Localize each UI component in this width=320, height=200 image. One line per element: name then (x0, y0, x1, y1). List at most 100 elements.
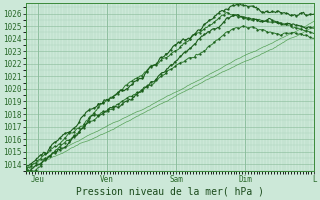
Point (43, 152, 48, 155)
Point (226, 8, 231, 11)
Point (110, 107, 116, 110)
Point (279, 22, 284, 25)
Point (308, 13, 313, 16)
Point (240, 3, 245, 6)
Point (144, 85, 149, 88)
Point (293, 24, 299, 27)
Point (279, 33, 284, 36)
Point (284, 23, 289, 26)
Point (28, 171, 34, 174)
Point (158, 72, 164, 75)
Point (81, 113, 86, 117)
Point (236, 3, 241, 6)
Point (269, 31, 274, 34)
Point (197, 31, 202, 34)
Point (96, 114, 101, 117)
Point (48, 145, 53, 148)
Point (139, 74, 144, 77)
Point (149, 64, 154, 67)
Point (154, 63, 159, 66)
Point (255, 7, 260, 10)
Point (130, 95, 135, 98)
Point (212, 21, 217, 24)
Point (202, 27, 207, 31)
Point (134, 91, 140, 94)
Point (86, 109, 91, 112)
Point (274, 10, 279, 13)
Point (101, 112, 106, 115)
Point (24, 170, 29, 173)
Point (289, 32, 294, 35)
Point (250, 4, 255, 8)
Point (130, 79, 135, 83)
Point (216, 16, 221, 20)
Point (115, 106, 120, 109)
Point (125, 100, 130, 103)
Point (308, 36, 313, 39)
Point (216, 37, 221, 40)
Point (182, 41, 188, 44)
Point (48, 148, 53, 152)
Point (231, 14, 236, 17)
Point (197, 53, 202, 56)
Point (226, 17, 231, 20)
Point (188, 37, 193, 40)
Point (231, 27, 236, 30)
Point (28, 168, 34, 171)
Point (173, 49, 178, 52)
Point (96, 106, 101, 109)
Point (245, 5, 250, 8)
Point (274, 32, 279, 35)
Point (76, 121, 82, 124)
Point (33, 158, 38, 161)
Point (178, 45, 183, 48)
Point (163, 56, 168, 59)
Point (255, 28, 260, 31)
Point (192, 33, 197, 36)
Point (202, 33, 207, 36)
Point (86, 119, 91, 122)
Point (76, 126, 82, 129)
Point (101, 110, 106, 113)
Point (284, 23, 289, 26)
Point (81, 125, 86, 128)
Point (216, 11, 221, 15)
Point (308, 31, 313, 34)
Point (62, 132, 67, 135)
Point (38, 164, 43, 167)
Point (168, 68, 173, 71)
Point (207, 30, 212, 33)
Point (260, 19, 265, 23)
Point (188, 56, 193, 59)
Point (91, 119, 96, 122)
Point (28, 162, 34, 166)
Point (202, 23, 207, 26)
Point (106, 109, 111, 112)
Point (250, 25, 255, 28)
Point (260, 19, 265, 22)
Point (72, 134, 77, 137)
Point (158, 74, 164, 78)
Point (81, 123, 86, 126)
Point (33, 164, 38, 167)
Point (24, 165, 29, 168)
Point (120, 100, 125, 103)
Point (110, 105, 116, 108)
Point (130, 97, 135, 100)
Point (212, 15, 217, 19)
Point (52, 151, 58, 154)
Point (57, 145, 62, 148)
Point (91, 112, 96, 115)
Point (245, 18, 250, 21)
Point (33, 161, 38, 165)
Point (236, 15, 241, 19)
Point (76, 130, 82, 133)
Point (289, 14, 294, 17)
Point (293, 14, 299, 17)
Point (236, 27, 241, 30)
Point (81, 126, 86, 129)
Point (72, 126, 77, 130)
Point (308, 26, 313, 29)
Point (139, 77, 144, 80)
Point (298, 27, 303, 31)
